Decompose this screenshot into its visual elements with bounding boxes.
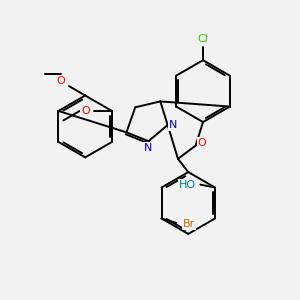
Text: Br: Br [182,219,195,229]
Text: O: O [57,76,65,86]
Text: O: O [81,106,90,116]
Text: Cl: Cl [198,34,208,44]
Text: N: N [144,142,153,153]
Text: HO: HO [178,180,196,190]
Text: N: N [169,120,177,130]
Text: O: O [198,138,206,148]
